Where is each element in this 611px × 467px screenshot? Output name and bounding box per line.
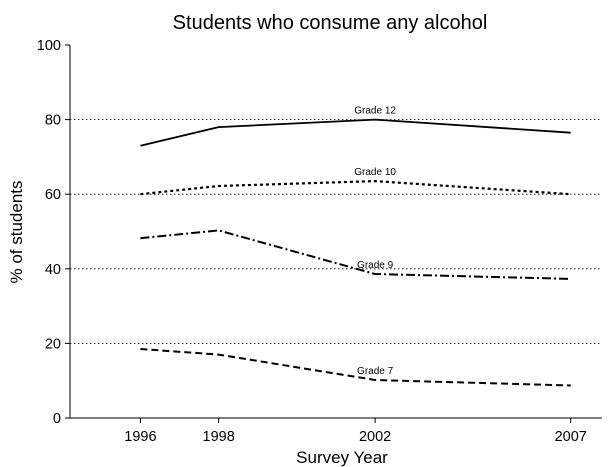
x-axis-label: Survey Year xyxy=(296,448,388,467)
y-tick-label: 40 xyxy=(45,262,61,278)
y-tick-label: 60 xyxy=(45,187,61,203)
x-tick-label: 2002 xyxy=(359,429,391,445)
x-tick-label: 1996 xyxy=(124,429,156,445)
series-label-grade-9: Grade 9 xyxy=(357,260,394,271)
x-tick-label: 1998 xyxy=(203,429,235,445)
y-tick-label: 80 xyxy=(45,113,61,129)
axes xyxy=(69,45,602,419)
y-tick-label: 0 xyxy=(53,411,61,427)
chart-title: Students who consume any alcohol xyxy=(173,12,488,34)
series-line-grade-9 xyxy=(140,229,571,280)
grid-lines xyxy=(70,119,602,344)
ticks: 0 20 40 60 80 100 1996 1998 2002 2007 xyxy=(37,38,587,445)
series-label-grade-10: Grade 10 xyxy=(354,167,396,178)
series-line-grade-10 xyxy=(140,180,571,196)
y-axis-label: % of students xyxy=(7,180,26,283)
series-line-grade-12 xyxy=(140,118,571,147)
y-tick-label: 20 xyxy=(45,336,61,352)
x-tick-label: 2007 xyxy=(555,429,587,445)
series-label-grade-12: Grade 12 xyxy=(354,106,396,117)
series-labels: Grade 12 Grade 10 Grade 9 Grade 7 xyxy=(354,106,396,377)
series-label-grade-7: Grade 7 xyxy=(357,366,394,377)
y-tick-label: 100 xyxy=(37,38,61,54)
series-lines xyxy=(140,118,571,387)
series-line-grade-7 xyxy=(140,348,571,387)
